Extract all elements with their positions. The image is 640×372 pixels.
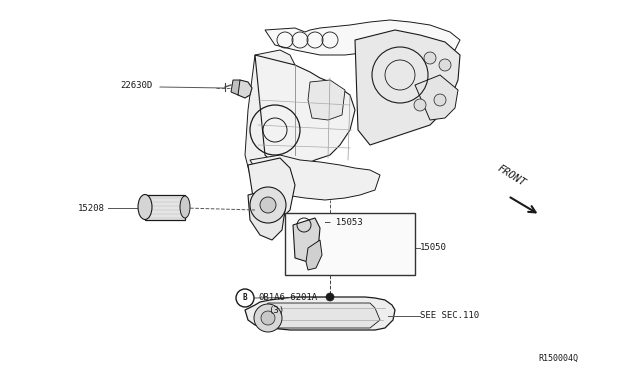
Text: — 15053: — 15053 — [325, 218, 363, 227]
Text: SEE SEC.110: SEE SEC.110 — [420, 311, 479, 321]
Polygon shape — [265, 20, 460, 55]
Polygon shape — [248, 158, 295, 220]
Polygon shape — [355, 30, 460, 145]
Circle shape — [326, 293, 334, 301]
Circle shape — [434, 94, 446, 106]
Text: 15050: 15050 — [420, 244, 447, 253]
Text: (3): (3) — [268, 305, 284, 314]
Circle shape — [414, 99, 426, 111]
Polygon shape — [231, 80, 240, 95]
Polygon shape — [145, 195, 185, 220]
Text: R150004Q: R150004Q — [538, 353, 578, 362]
Polygon shape — [308, 80, 345, 120]
Polygon shape — [245, 50, 295, 185]
Polygon shape — [263, 303, 380, 328]
Circle shape — [254, 304, 282, 332]
Bar — [285, 213, 415, 275]
Text: B: B — [243, 294, 247, 302]
Polygon shape — [415, 75, 458, 120]
Circle shape — [439, 59, 451, 71]
Circle shape — [261, 311, 275, 325]
Polygon shape — [293, 218, 320, 262]
Polygon shape — [306, 240, 322, 270]
Ellipse shape — [138, 195, 152, 219]
Circle shape — [424, 52, 436, 64]
Polygon shape — [250, 155, 380, 200]
Text: 22630D: 22630D — [120, 80, 152, 90]
Polygon shape — [236, 80, 252, 98]
Text: 15208: 15208 — [78, 203, 105, 212]
Polygon shape — [245, 297, 395, 330]
Polygon shape — [248, 190, 285, 240]
Circle shape — [250, 187, 286, 223]
Text: 0B1A6-6201A: 0B1A6-6201A — [258, 294, 317, 302]
Text: FRONT: FRONT — [495, 163, 527, 188]
Circle shape — [260, 197, 276, 213]
Circle shape — [236, 289, 254, 307]
Polygon shape — [255, 55, 355, 168]
Ellipse shape — [180, 196, 190, 218]
